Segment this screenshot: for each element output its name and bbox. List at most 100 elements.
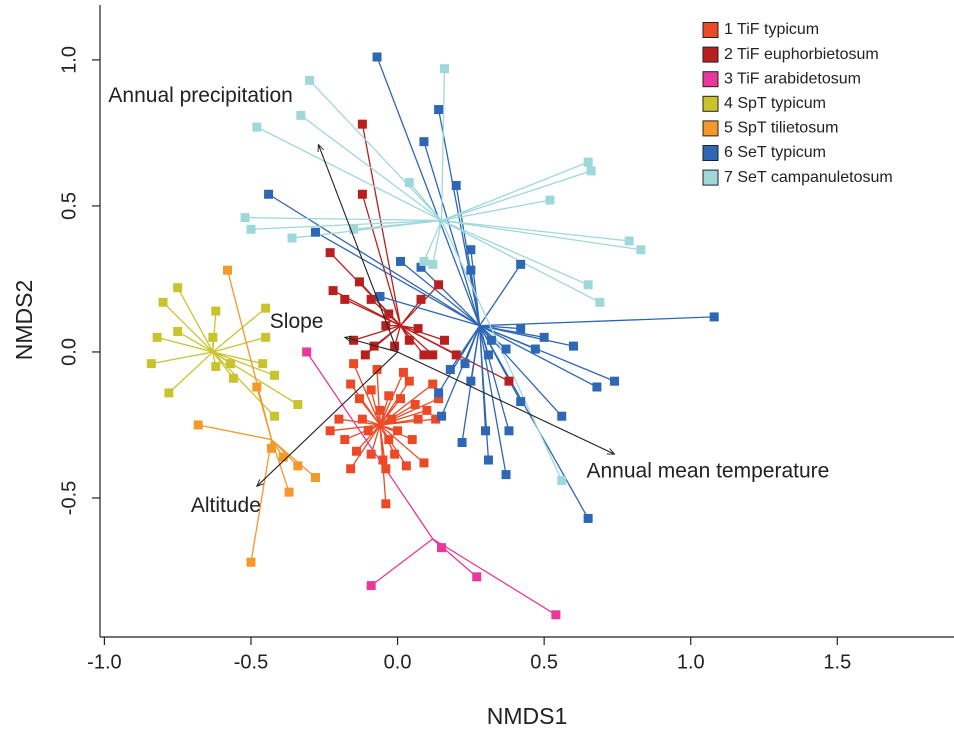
spider-line (168, 351, 214, 394)
env-arrow (257, 351, 398, 486)
point (334, 414, 344, 424)
spider-line (353, 219, 442, 230)
spider-line (379, 424, 407, 467)
legend-text: 3 TiF arabidetosum (724, 70, 861, 87)
point (366, 581, 376, 591)
legend-text: 2 TiF euphorbietosum (724, 46, 879, 63)
spider-line (350, 424, 381, 470)
point (357, 119, 367, 129)
point (173, 283, 183, 293)
point (466, 265, 476, 275)
point (466, 376, 476, 386)
point (636, 245, 646, 255)
point (328, 286, 338, 296)
point (375, 405, 385, 415)
point (146, 359, 156, 369)
env-arrow (318, 145, 399, 353)
spider-line (268, 193, 480, 327)
spider-line (479, 325, 521, 330)
spider-line (250, 219, 442, 230)
point (592, 382, 602, 392)
point (390, 449, 400, 459)
point (557, 475, 567, 485)
point (225, 359, 235, 369)
point (583, 513, 593, 523)
point (223, 265, 233, 275)
point (457, 437, 467, 447)
spider-line (440, 325, 481, 417)
point (451, 350, 461, 360)
point (583, 280, 593, 290)
point (366, 385, 376, 395)
point (516, 324, 526, 334)
point (372, 52, 382, 62)
point (390, 341, 400, 351)
point (340, 435, 350, 445)
point (384, 391, 394, 401)
legend-text: 6 SeT typicum (724, 144, 826, 161)
point (434, 105, 444, 115)
point (325, 426, 335, 436)
point (501, 344, 511, 354)
spider-line (400, 260, 481, 327)
point (709, 312, 719, 322)
point (610, 376, 620, 386)
point (434, 388, 444, 398)
point (360, 350, 370, 360)
point (586, 166, 596, 176)
point (269, 370, 279, 380)
point (387, 414, 397, 424)
point (419, 350, 429, 360)
point (419, 458, 429, 468)
point (483, 350, 493, 360)
point (516, 259, 526, 269)
point (302, 347, 312, 357)
spider-line (479, 316, 715, 327)
y-tick-label: 0.0 (58, 338, 80, 366)
x-tick-label: 0.0 (384, 651, 412, 673)
point (267, 443, 277, 453)
spider-line (400, 325, 434, 356)
spider-line (309, 79, 443, 221)
spider-line (441, 199, 551, 222)
point (481, 426, 491, 436)
point (472, 572, 482, 582)
point (293, 461, 303, 471)
point (431, 414, 441, 424)
spider-line (400, 284, 440, 327)
spider-line (432, 220, 443, 265)
spider-line (479, 325, 615, 382)
point (486, 335, 496, 345)
spider-line (479, 325, 589, 519)
spider-line (157, 336, 214, 353)
point (419, 137, 429, 147)
point (228, 373, 238, 383)
point (381, 321, 391, 331)
point (357, 189, 367, 199)
point (366, 294, 376, 304)
arrow-label: Slope (270, 310, 324, 333)
legend-swatch (702, 145, 719, 161)
spider-line (441, 219, 589, 286)
spider-line (423, 220, 443, 262)
point (269, 411, 279, 421)
spider-line (361, 124, 402, 326)
point (287, 233, 297, 243)
point (284, 487, 294, 497)
point (501, 470, 511, 480)
spider-line (440, 68, 446, 221)
point (346, 379, 356, 389)
x-tick-label: 0.5 (530, 651, 558, 673)
point (439, 335, 449, 345)
spider-line (379, 424, 425, 464)
point (158, 297, 168, 307)
spider-line (408, 182, 443, 221)
spider-line (212, 351, 275, 417)
legend-swatch (702, 22, 719, 38)
point (428, 259, 438, 269)
point (310, 473, 320, 483)
legend-text: 7 SeT campanuletosum (724, 169, 893, 186)
arrow-label: Annual mean temperature (587, 460, 830, 483)
point (434, 394, 444, 404)
